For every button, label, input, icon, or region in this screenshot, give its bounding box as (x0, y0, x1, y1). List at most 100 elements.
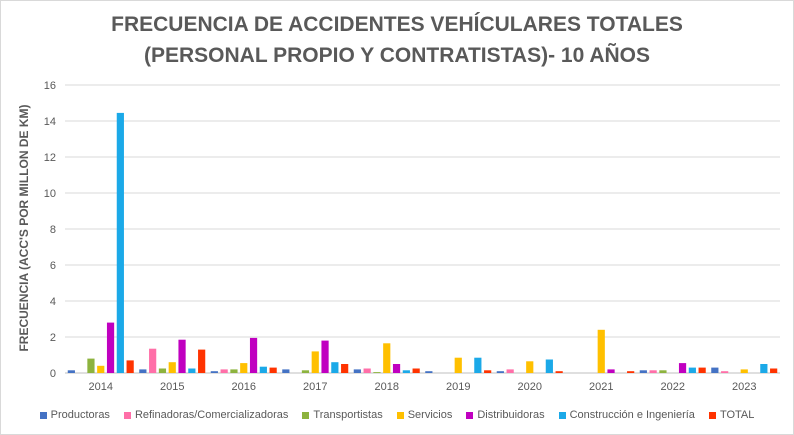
y-tick-label: 4 (50, 296, 56, 308)
bar-total-2017 (341, 364, 349, 373)
bar-construcci-n-e-ingenier-a-2016 (259, 366, 267, 373)
y-tick-label: 8 (50, 224, 56, 236)
bar-productoras-2014 (67, 370, 75, 373)
legend-swatch (302, 411, 310, 419)
bar-total-2019 (484, 370, 492, 373)
legend-label: Construcción e Ingeniería (569, 409, 695, 421)
legend-swatch (39, 411, 47, 419)
y-tick-label: 16 (44, 80, 56, 92)
bar-productoras-2018 (353, 369, 361, 373)
legend: Productoras Refinadoras/Comercializadoras… (0, 409, 794, 421)
bar-productoras-2017 (282, 369, 290, 373)
legend-item: Distribuidoras (466, 409, 545, 421)
bar-servicios-2023 (740, 369, 748, 373)
x-tick-label: 2020 (518, 381, 542, 393)
bar-total-2015 (198, 349, 206, 373)
bar-servicios-2015 (168, 362, 176, 373)
bar-productoras-2016 (210, 371, 218, 373)
bar-servicios-2020 (526, 361, 534, 373)
bar-construcci-n-e-ingenier-a-2019 (474, 357, 482, 373)
legend-label: Refinadoras/Comercializadoras (134, 409, 289, 421)
bar-refinadoras-comercializadoras-2022 (649, 370, 657, 373)
bar-distribuidoras-2018 (392, 364, 401, 373)
legend-item: Servicios (396, 409, 453, 421)
bar-servicios-2014 (97, 365, 105, 373)
bar-distribuidoras-2015 (178, 339, 186, 373)
legend-label: Servicios (407, 409, 453, 421)
bar-servicios-2021 (597, 329, 605, 373)
x-tick-label: 2023 (732, 381, 756, 393)
bar-productoras-2015 (139, 369, 147, 373)
bar-construcci-n-e-ingenier-a-2014 (116, 112, 124, 374)
bar-refinadoras-comercializadoras-2015 (149, 348, 157, 373)
gridlines (65, 84, 780, 374)
bar-distribuidoras-2022 (678, 363, 687, 373)
bar-transportistas-2022 (659, 370, 667, 373)
bar-servicios-2017 (311, 351, 319, 373)
legend-swatch (558, 411, 566, 419)
legend-swatch (123, 411, 131, 419)
chart-title-line-1: FRECUENCIA DE ACCIDENTES VEHÍCULARES TOT… (111, 13, 683, 36)
bar-distribuidoras-2016 (249, 337, 258, 373)
bar-construcci-n-e-ingenier-a-2020 (545, 359, 553, 373)
bar-distribuidoras-2014 (106, 322, 115, 373)
x-tick-label: 2019 (446, 381, 470, 393)
bar-total-2014 (126, 360, 134, 373)
bar-transportistas-2018 (373, 372, 381, 373)
legend-label: Distribuidoras (477, 409, 545, 421)
y-tick-label: 6 (50, 260, 56, 272)
legend-swatch (466, 411, 474, 419)
bar-construcci-n-e-ingenier-a-2023 (760, 364, 768, 373)
bar-total-2018 (412, 368, 420, 373)
bar-total-2023 (770, 368, 778, 373)
legend-label: Transportistas (313, 409, 383, 421)
bar-servicios-2016 (240, 363, 248, 373)
legend-item: Construcción e Ingeniería (558, 409, 695, 421)
y-tick-label: 0 (50, 368, 56, 380)
bar-productoras-2020 (496, 371, 504, 373)
y-tick-label: 14 (44, 116, 56, 128)
bar-refinadoras-comercializadoras-2016 (220, 369, 228, 373)
bar-refinadoras-comercializadoras-2018 (363, 368, 371, 373)
bar-transportistas-2017 (301, 370, 310, 373)
x-tick-label: 2017 (303, 381, 327, 393)
y-tick-labels: 0 2 4 6 8 10 12 14 16 (44, 80, 56, 380)
bar-total-2016 (269, 367, 277, 373)
legend-item: Transportistas (302, 409, 383, 421)
x-tick-label: 2015 (160, 381, 184, 393)
bars (67, 112, 778, 374)
legend-label: Productoras (50, 409, 110, 421)
bar-construcci-n-e-ingenier-a-2015 (188, 368, 196, 373)
legend-item: Productoras (39, 409, 110, 421)
bar-servicios-2019 (454, 357, 462, 373)
legend-swatch (396, 411, 404, 419)
bar-distribuidoras-2021 (607, 369, 615, 373)
bar-transportistas-2016 (230, 369, 238, 373)
bar-transportistas-2014 (87, 358, 95, 373)
legend-item: Refinadoras/Comercializadoras (123, 409, 289, 421)
bar-distribuidoras-2017 (321, 340, 329, 373)
x-tick-label: 2018 (375, 381, 399, 393)
bar-transportistas-2015 (158, 368, 167, 373)
legend-item: TOTAL (708, 409, 755, 421)
bar-total-2020 (555, 371, 563, 373)
y-tick-label: 12 (44, 152, 56, 164)
bar-refinadoras-comercializadoras-2023 (721, 371, 729, 373)
legend-label: TOTAL (719, 409, 755, 421)
x-tick-label: 2021 (589, 381, 613, 393)
bar-total-2022 (698, 367, 706, 373)
chart-title-line-2: (PERSONAL PROPIO Y CONTRATISTAS)- 10 AÑO… (143, 44, 650, 67)
x-tick-label: 2014 (89, 381, 113, 393)
bar-productoras-2019 (425, 371, 433, 373)
x-tick-label: 2016 (232, 381, 256, 393)
bar-construcci-n-e-ingenier-a-2018 (402, 370, 410, 373)
x-tick-label: 2022 (661, 381, 685, 393)
y-tick-label: 10 (44, 188, 56, 200)
bar-refinadoras-comercializadoras-2020 (506, 369, 514, 373)
bar-productoras-2022 (639, 370, 647, 373)
legend-swatch (708, 411, 716, 419)
bar-total-2021 (627, 371, 635, 373)
bar-servicios-2018 (383, 343, 391, 373)
bar-productoras-2023 (711, 367, 719, 373)
